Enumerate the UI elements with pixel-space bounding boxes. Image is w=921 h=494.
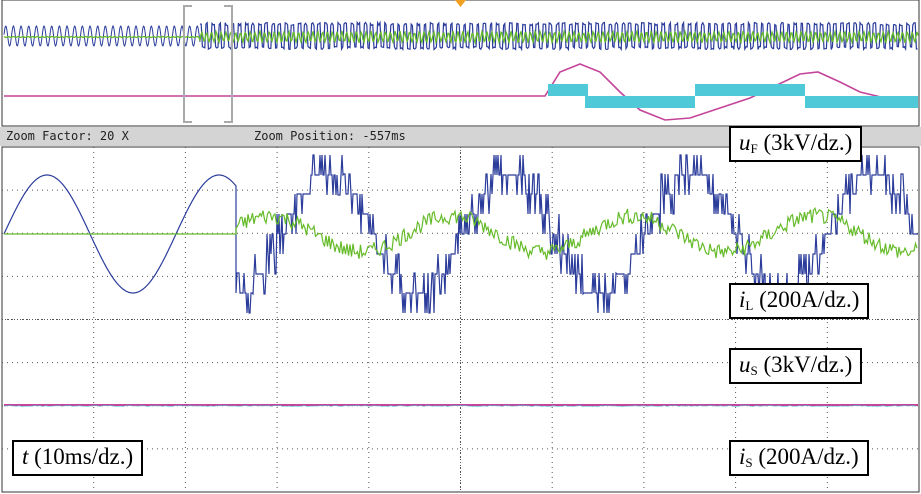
trigger-marker <box>455 0 466 7</box>
main-iS-trace <box>3 404 917 408</box>
overview-uF-trace-post <box>199 20 918 52</box>
iL-label: iL (200A/dz.) <box>729 283 870 319</box>
overview-frame <box>1 0 920 127</box>
overview-iL-trace <box>3 28 919 46</box>
time-scale-label: t (10ms/dz.) <box>12 440 144 476</box>
zoom-factor-text: Zoom Factor: 20 X <box>6 129 129 143</box>
grid <box>2 147 919 492</box>
main-iL-trace <box>4 207 918 260</box>
overview-iS-block <box>805 96 918 108</box>
overview-uS-trace <box>4 63 919 121</box>
uF-label: uF (3kV/dz.) <box>729 126 863 162</box>
overview-iS-block <box>548 84 588 96</box>
iS-label: iS (200A/dz.) <box>729 440 869 476</box>
zoom-position-text: Zoom Position: -557ms <box>254 129 406 143</box>
zoom-info-bar: Zoom Factor: 20 X Zoom Position: -557ms <box>0 127 921 146</box>
overview-uF-trace-pre <box>3 25 201 47</box>
overview-iS-block <box>585 96 695 108</box>
zoom-selection-box <box>183 5 233 123</box>
overview-panel <box>1 0 920 127</box>
uS-label: uS (3kV/dz.) <box>729 348 863 384</box>
overview-iS-block <box>695 84 805 96</box>
